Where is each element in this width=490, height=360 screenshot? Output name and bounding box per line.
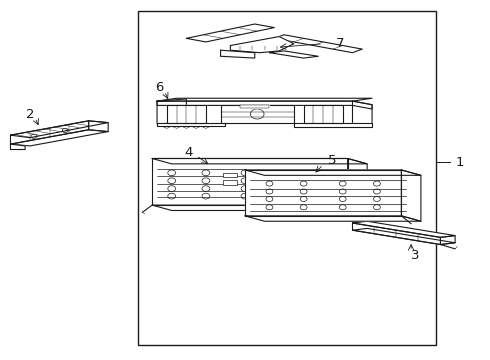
Polygon shape xyxy=(10,121,89,144)
Bar xyxy=(223,180,237,185)
Text: 4: 4 xyxy=(185,145,193,158)
Polygon shape xyxy=(10,121,108,138)
Polygon shape xyxy=(152,158,367,164)
Polygon shape xyxy=(245,170,401,216)
Bar xyxy=(223,173,237,177)
Polygon shape xyxy=(167,105,206,123)
Text: 2: 2 xyxy=(26,108,34,121)
Polygon shape xyxy=(152,158,347,205)
Polygon shape xyxy=(347,158,367,211)
Polygon shape xyxy=(352,223,441,244)
Polygon shape xyxy=(441,235,455,244)
Bar xyxy=(138,12,436,345)
Polygon shape xyxy=(352,101,372,127)
Polygon shape xyxy=(220,105,294,123)
Polygon shape xyxy=(245,170,421,175)
Polygon shape xyxy=(401,170,421,221)
Text: 1: 1 xyxy=(455,156,464,168)
Polygon shape xyxy=(240,105,270,108)
Polygon shape xyxy=(304,105,343,123)
Polygon shape xyxy=(89,121,108,132)
Polygon shape xyxy=(220,50,255,58)
Polygon shape xyxy=(157,98,372,101)
Polygon shape xyxy=(10,144,25,149)
Polygon shape xyxy=(352,228,455,244)
Polygon shape xyxy=(274,35,362,53)
Polygon shape xyxy=(270,51,318,58)
Polygon shape xyxy=(152,205,367,211)
Polygon shape xyxy=(157,99,186,124)
Polygon shape xyxy=(157,101,372,109)
Polygon shape xyxy=(157,123,225,126)
Polygon shape xyxy=(245,216,421,221)
Text: 5: 5 xyxy=(328,154,337,167)
Polygon shape xyxy=(352,221,455,237)
Text: 3: 3 xyxy=(411,249,419,262)
Text: 7: 7 xyxy=(335,36,344,50)
Polygon shape xyxy=(186,24,274,42)
Polygon shape xyxy=(294,123,372,127)
Polygon shape xyxy=(230,37,294,53)
Polygon shape xyxy=(10,130,108,146)
Text: 6: 6 xyxy=(155,81,164,94)
